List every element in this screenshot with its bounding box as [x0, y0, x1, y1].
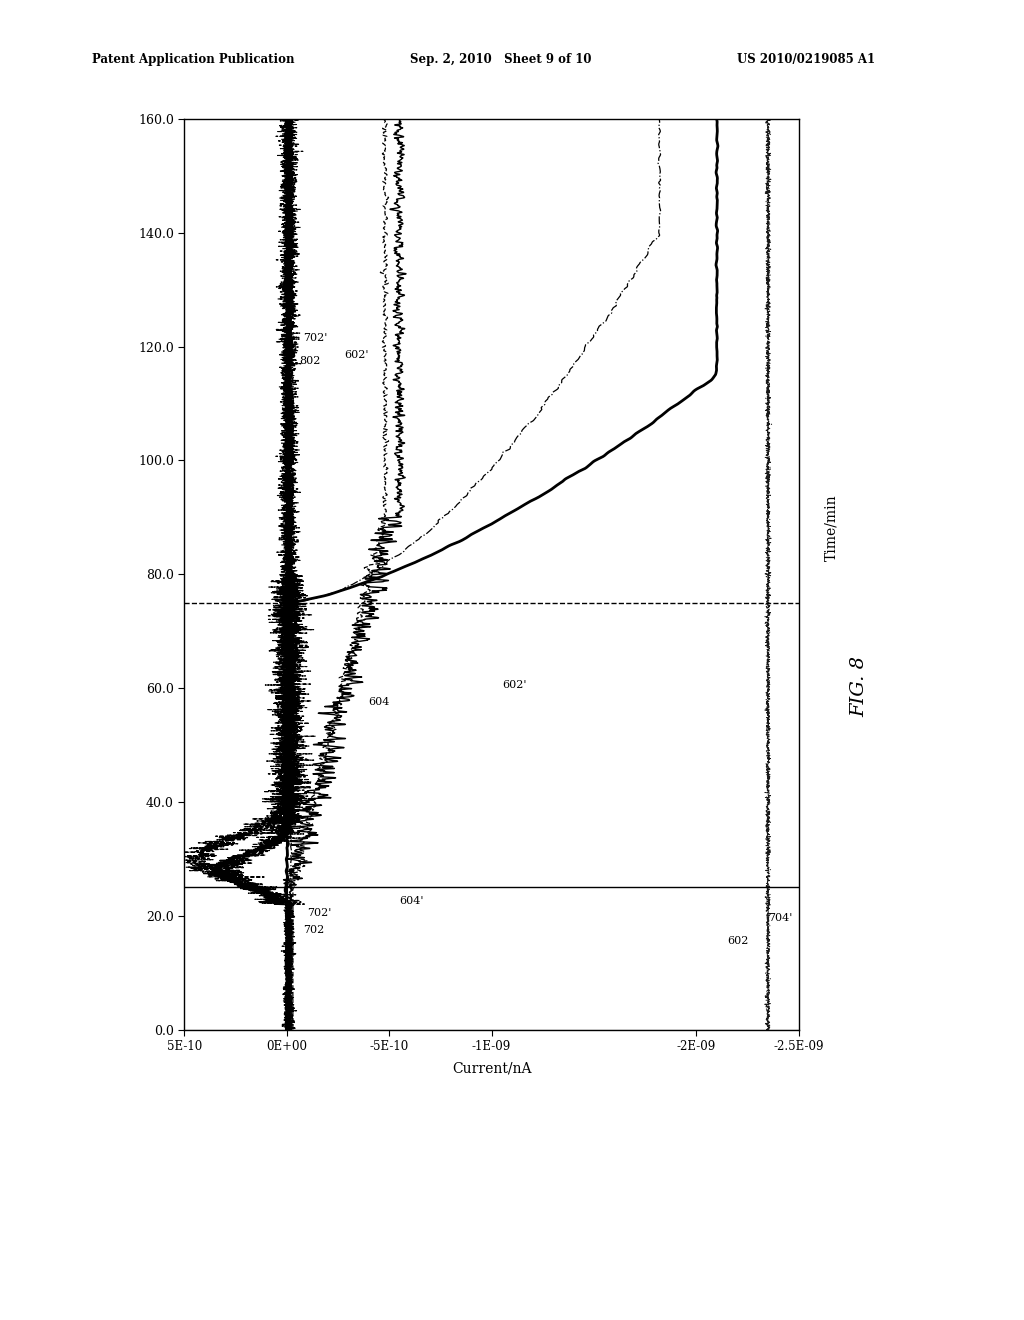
Text: 702: 702: [303, 925, 325, 935]
X-axis label: Current/nA: Current/nA: [452, 1061, 531, 1076]
Text: 802: 802: [299, 355, 321, 366]
Text: Time/min: Time/min: [824, 495, 839, 561]
Text: 602': 602': [344, 350, 369, 360]
Text: 702': 702': [303, 333, 328, 343]
Text: FIG. 8: FIG. 8: [850, 656, 868, 717]
Text: 602: 602: [727, 936, 749, 946]
Text: 602': 602': [502, 680, 526, 690]
Text: Patent Application Publication: Patent Application Publication: [92, 53, 295, 66]
Text: 702': 702': [307, 908, 332, 917]
Text: 604': 604': [399, 896, 424, 907]
Text: 604: 604: [369, 697, 390, 708]
Text: Sep. 2, 2010   Sheet 9 of 10: Sep. 2, 2010 Sheet 9 of 10: [410, 53, 591, 66]
Text: US 2010/0219085 A1: US 2010/0219085 A1: [737, 53, 876, 66]
Text: 704': 704': [768, 913, 793, 924]
